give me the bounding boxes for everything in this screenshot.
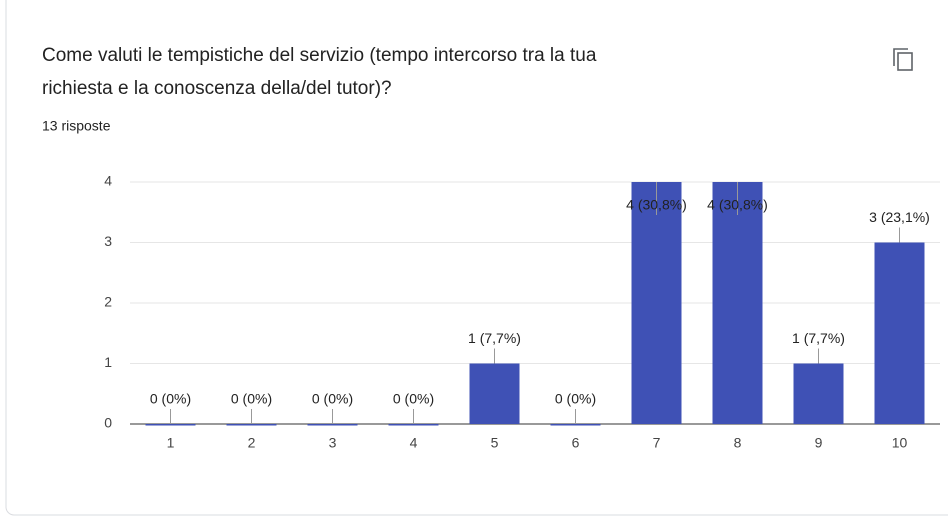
bar — [226, 424, 277, 426]
value-label: 0 (0%) — [231, 391, 272, 407]
y-tick-label: 0 — [104, 415, 112, 431]
value-label: 1 (7,7%) — [792, 330, 845, 346]
chart-subtitle: 13 risposte — [42, 118, 111, 134]
x-tick-label: 2 — [248, 435, 256, 451]
y-tick-label: 3 — [104, 233, 112, 249]
chart-title-line-2: richiesta e la conoscenza della/del tuto… — [42, 78, 392, 99]
y-tick-label: 4 — [104, 173, 112, 189]
bar — [793, 363, 844, 424]
x-tick-label: 9 — [815, 435, 823, 451]
bar — [469, 363, 520, 424]
value-label: 0 (0%) — [393, 391, 434, 407]
y-tick-label: 1 — [104, 354, 112, 370]
bar — [550, 424, 601, 426]
value-label: 1 (7,7%) — [468, 330, 521, 346]
value-label: 0 (0%) — [150, 391, 191, 407]
y-tick-label: 2 — [104, 294, 112, 310]
copy-icon[interactable] — [893, 48, 913, 71]
value-label: 0 (0%) — [312, 391, 353, 407]
bar — [874, 242, 925, 424]
value-label: 4 (30,8%) — [626, 197, 687, 213]
x-tick-label: 3 — [329, 435, 337, 451]
x-tick-label: 10 — [892, 435, 908, 451]
value-label: 4 (30,8%) — [707, 197, 768, 213]
x-tick-label: 7 — [653, 435, 661, 451]
bar — [307, 424, 358, 426]
x-tick-label: 6 — [572, 435, 580, 451]
x-tick-label: 1 — [167, 435, 175, 451]
bar — [388, 424, 439, 426]
value-label: 0 (0%) — [555, 391, 596, 407]
bar — [631, 182, 682, 424]
bar — [712, 182, 763, 424]
x-tick-label: 8 — [734, 435, 742, 451]
chart-title-line-1: Come valuti le tempistiche del servizio … — [42, 45, 597, 66]
x-tick-label: 5 — [491, 435, 499, 451]
value-label: 3 (23,1%) — [869, 209, 930, 225]
bar — [145, 424, 196, 426]
x-tick-label: 4 — [410, 435, 418, 451]
